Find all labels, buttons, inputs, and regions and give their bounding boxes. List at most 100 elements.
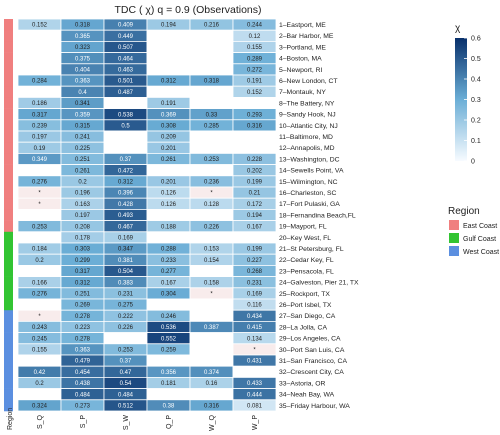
cell-value-label: 0.191 bbox=[247, 79, 263, 85]
heatmap-cell bbox=[146, 208, 191, 221]
row-label: 24–Galveston, Pier 21, TX bbox=[279, 280, 359, 287]
heatmap-cell bbox=[17, 164, 62, 177]
cell-value-label: 0.463 bbox=[118, 68, 134, 74]
region-bar-segment bbox=[4, 119, 13, 132]
cell-value-label: 0.317 bbox=[32, 112, 48, 118]
cell-value-label: 0.536 bbox=[161, 325, 177, 331]
colorbar-gradient bbox=[455, 38, 467, 161]
colorbar-tick-label: 0.3 bbox=[471, 97, 481, 104]
heatmap-cell bbox=[232, 97, 277, 110]
cell-value-label: 0.512 bbox=[118, 404, 134, 410]
cell-value-label: 0.269 bbox=[75, 303, 91, 309]
colorbar-tick-label: 0.2 bbox=[471, 118, 481, 125]
heatmap-cell bbox=[17, 208, 62, 221]
row-label: 23–Pensacola, FL bbox=[279, 268, 334, 275]
cell-value-label: 0.304 bbox=[161, 292, 177, 298]
cell-value-label: 0.12 bbox=[249, 34, 261, 40]
cell-value-label: * bbox=[38, 191, 41, 197]
cell-value-label: 0.241 bbox=[75, 135, 91, 141]
cell-value-label: 0.222 bbox=[118, 314, 134, 320]
cell-value-label: 0.244 bbox=[247, 23, 263, 29]
cell-value-label: 0.449 bbox=[118, 34, 134, 40]
row-label: 26–Port Isbel, TX bbox=[279, 302, 332, 309]
heatmap-cell bbox=[17, 85, 62, 98]
row-label: 15–Wilmington, NC bbox=[279, 179, 338, 186]
cell-value-label: 0.359 bbox=[75, 112, 91, 118]
heatmap-cell bbox=[103, 332, 148, 345]
cell-value-label: 0.507 bbox=[118, 45, 134, 51]
heatmap-cell bbox=[189, 343, 234, 356]
cell-value-label: 0.312 bbox=[161, 79, 177, 85]
cell-value-label: 0.381 bbox=[118, 258, 134, 264]
cell-value-label: 0.181 bbox=[161, 381, 177, 387]
cell-value-label: 0.363 bbox=[75, 348, 91, 354]
cell-value-label: 0.387 bbox=[204, 325, 220, 331]
row-label: 10–Atlantic City, NJ bbox=[279, 123, 338, 130]
cell-value-label: 0.155 bbox=[247, 45, 263, 51]
row-label: 3–Portland, ME bbox=[279, 44, 326, 51]
row-label: 31–San Francisco, CA bbox=[279, 358, 347, 365]
heatmap-cell bbox=[103, 97, 148, 110]
heatmap-cell bbox=[17, 264, 62, 277]
column-label: S_W bbox=[123, 415, 130, 431]
row-label: 35–Friday Harbour, WA bbox=[279, 403, 350, 410]
row-label: 14–Sewells Point, VA bbox=[279, 168, 344, 175]
heatmap-cell bbox=[189, 309, 234, 322]
cell-value-label: 0.42 bbox=[34, 370, 46, 376]
cell-value-label: 0.37 bbox=[120, 359, 132, 365]
heatmap-cell bbox=[146, 354, 191, 367]
cell-value-label: 0.152 bbox=[32, 23, 48, 29]
colorbar-tick-label: 0.1 bbox=[471, 138, 481, 145]
cell-value-label: 0.225 bbox=[75, 146, 91, 152]
cell-value-label: 0.194 bbox=[161, 23, 177, 29]
cell-value-label: 0.347 bbox=[118, 247, 134, 253]
region-legend-swatch bbox=[449, 233, 459, 243]
cell-value-label: 0.199 bbox=[247, 247, 263, 253]
cell-value-label: 0.316 bbox=[204, 404, 220, 410]
cell-value-label: 0.289 bbox=[247, 56, 263, 62]
cell-value-label: 0.199 bbox=[247, 180, 263, 186]
cell-value-label: 0.278 bbox=[75, 314, 91, 320]
region-bar-segment bbox=[4, 131, 13, 143]
region-bar-segment bbox=[4, 86, 13, 98]
cell-value-label: 0.128 bbox=[204, 202, 220, 208]
row-labels: 1–Eastport, ME 2–Bar Harbor, ME 3–Portland… bbox=[279, 22, 359, 410]
cell-value-label: 0.363 bbox=[75, 79, 91, 85]
cell-value-label: 0.303 bbox=[75, 247, 91, 253]
region-bar-segment bbox=[4, 164, 13, 177]
cell-value-label: 0.275 bbox=[118, 303, 134, 309]
cell-value-label: 0.54 bbox=[120, 381, 132, 387]
cell-value-label: 0.484 bbox=[118, 392, 134, 398]
row-label: 25–Rockport, TX bbox=[279, 291, 330, 298]
cell-value-label: 0.231 bbox=[247, 280, 263, 286]
cell-value-label: 0.226 bbox=[118, 325, 134, 331]
cell-value-label: 0.202 bbox=[247, 168, 263, 174]
cell-value-label: 0.226 bbox=[204, 224, 220, 230]
cell-value-label: 0.444 bbox=[247, 392, 263, 398]
cell-value-label: 0.318 bbox=[75, 23, 91, 29]
cell-value-label: 0.197 bbox=[32, 135, 48, 141]
row-label: 8–The Battery, NY bbox=[279, 100, 335, 107]
heatmap-cell bbox=[189, 164, 234, 177]
region-bar-segment bbox=[4, 343, 13, 356]
region-axis-label: Region bbox=[7, 408, 14, 430]
row-label: 28–La Jolla, CA bbox=[279, 324, 327, 331]
row-label: 4–Boston, MA bbox=[279, 56, 322, 63]
cell-value-label: 0.4 bbox=[78, 90, 87, 96]
cell-value-label: 0.172 bbox=[247, 202, 263, 208]
cell-value-label: 0.163 bbox=[75, 202, 91, 208]
heatmap-cell bbox=[189, 354, 234, 367]
region-bar-segment bbox=[4, 265, 13, 277]
row-label: 33–Astoria, OR bbox=[279, 380, 326, 387]
cell-value-label: 0.153 bbox=[204, 247, 220, 253]
cell-value-label: 0.434 bbox=[247, 314, 263, 320]
cell-value-label: 0.239 bbox=[32, 124, 48, 130]
cell-value-label: 0.312 bbox=[118, 180, 134, 186]
cell-value-label: 0.126 bbox=[161, 191, 177, 197]
cell-value-label: 0.404 bbox=[75, 68, 91, 74]
region-bar-segment bbox=[4, 142, 13, 154]
cell-value-label: 0.47 bbox=[120, 370, 132, 376]
heatmap-cell bbox=[17, 388, 62, 401]
heatmap-cell bbox=[189, 208, 234, 221]
